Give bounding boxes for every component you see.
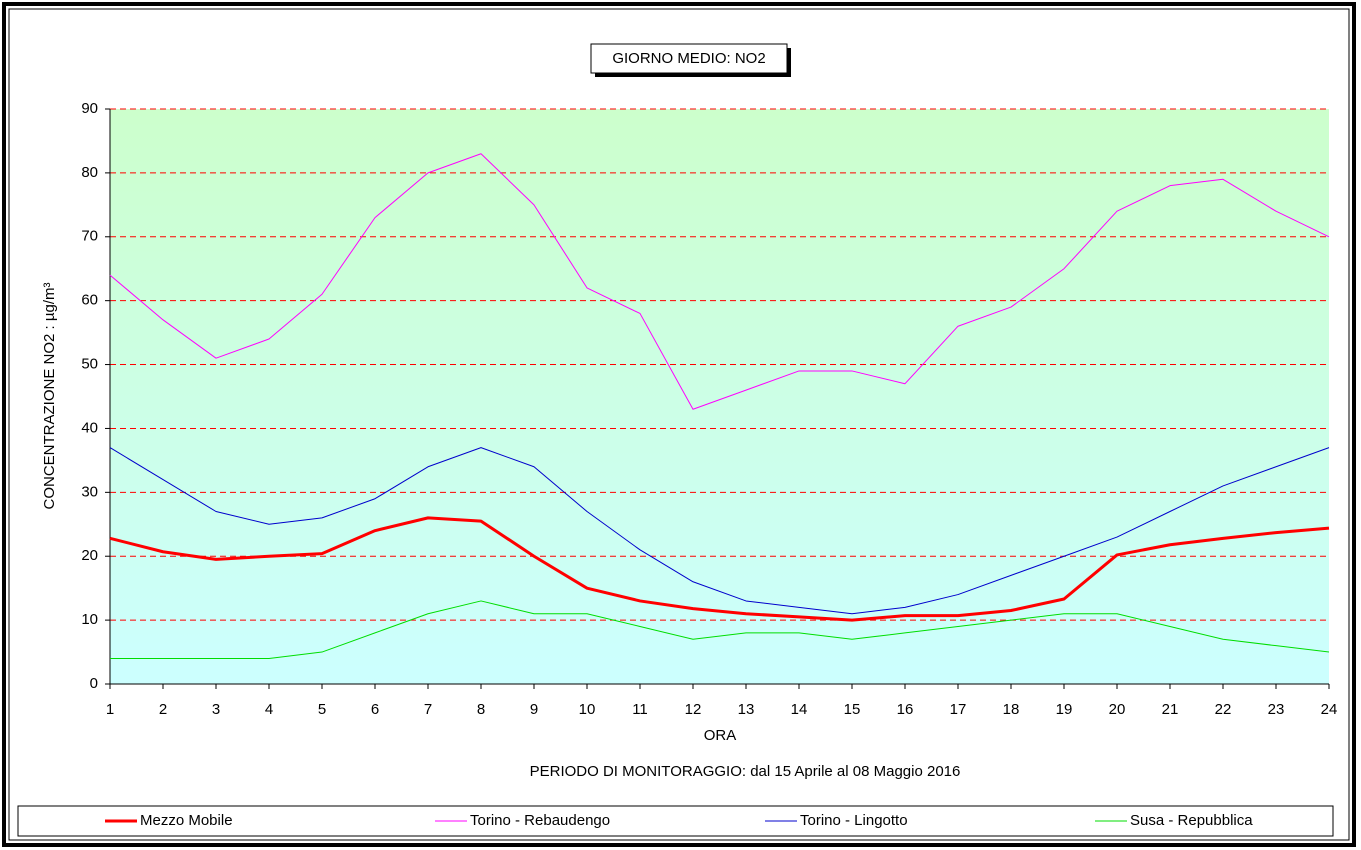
x-tick-label: 12	[685, 701, 702, 718]
series-line	[109, 447, 1330, 615]
y-tick-label: 60	[81, 292, 98, 309]
chart-title: GIORNO MEDIO: NO2	[612, 50, 765, 67]
y-tick-label: 90	[81, 100, 98, 117]
x-tick-label: 17	[950, 701, 967, 718]
y-tick-label: 70	[81, 228, 98, 245]
x-tick-label: 2	[159, 701, 167, 718]
series-line	[110, 600, 1330, 659]
legend-label: Susa - Repubblica	[1130, 812, 1253, 829]
x-tick-label: 3	[212, 701, 220, 718]
x-tick-label: 7	[424, 701, 432, 718]
legend-label: Torino - Lingotto	[800, 812, 908, 829]
title-box	[590, 43, 788, 74]
x-tick-label: 4	[265, 701, 273, 718]
x-tick-label: 23	[1268, 701, 1285, 718]
y-tick-label: 40	[81, 419, 98, 436]
legend-label: Mezzo Mobile	[140, 812, 233, 829]
y-tick-label: 50	[81, 356, 98, 373]
y-tick-label: 30	[81, 483, 98, 500]
x-tick-label: 15	[844, 701, 861, 718]
x-tick-label: 6	[371, 701, 379, 718]
x-tick-label: 16	[897, 701, 914, 718]
x-tick-label: 1	[106, 701, 114, 718]
x-tick-label: 20	[1109, 701, 1126, 718]
y-tick-label: 20	[81, 547, 98, 564]
y-tick-label: 0	[90, 675, 98, 692]
x-tick-label: 14	[791, 701, 808, 718]
y-axis-label: CONCENTRAZIONE NO2 : µg/m³	[41, 283, 58, 510]
legend-label: Torino - Rebaudengo	[470, 812, 610, 829]
x-tick-label: 24	[1321, 701, 1338, 718]
y-tick-label: 80	[81, 164, 98, 181]
x-tick-label: 9	[530, 701, 538, 718]
note: PERIODO DI MONITORAGGIO: dal 15 Aprile a…	[530, 763, 961, 780]
y-tick-label: 10	[81, 611, 98, 628]
x-tick-label: 18	[1003, 701, 1020, 718]
x-tick-label: 19	[1056, 701, 1073, 718]
series-line	[109, 516, 1330, 622]
x-tick-label: 22	[1215, 701, 1232, 718]
x-tick-label: 8	[477, 701, 485, 718]
inner-frame	[8, 8, 1350, 841]
x-tick-label: 10	[579, 701, 596, 718]
series-line	[109, 153, 1330, 410]
plot-area	[110, 109, 1329, 684]
x-axis-label: ORA	[704, 727, 737, 744]
x-tick-label: 21	[1162, 701, 1179, 718]
x-tick-label: 13	[738, 701, 755, 718]
x-tick-label: 11	[632, 701, 648, 718]
x-tick-label: 5	[318, 701, 326, 718]
